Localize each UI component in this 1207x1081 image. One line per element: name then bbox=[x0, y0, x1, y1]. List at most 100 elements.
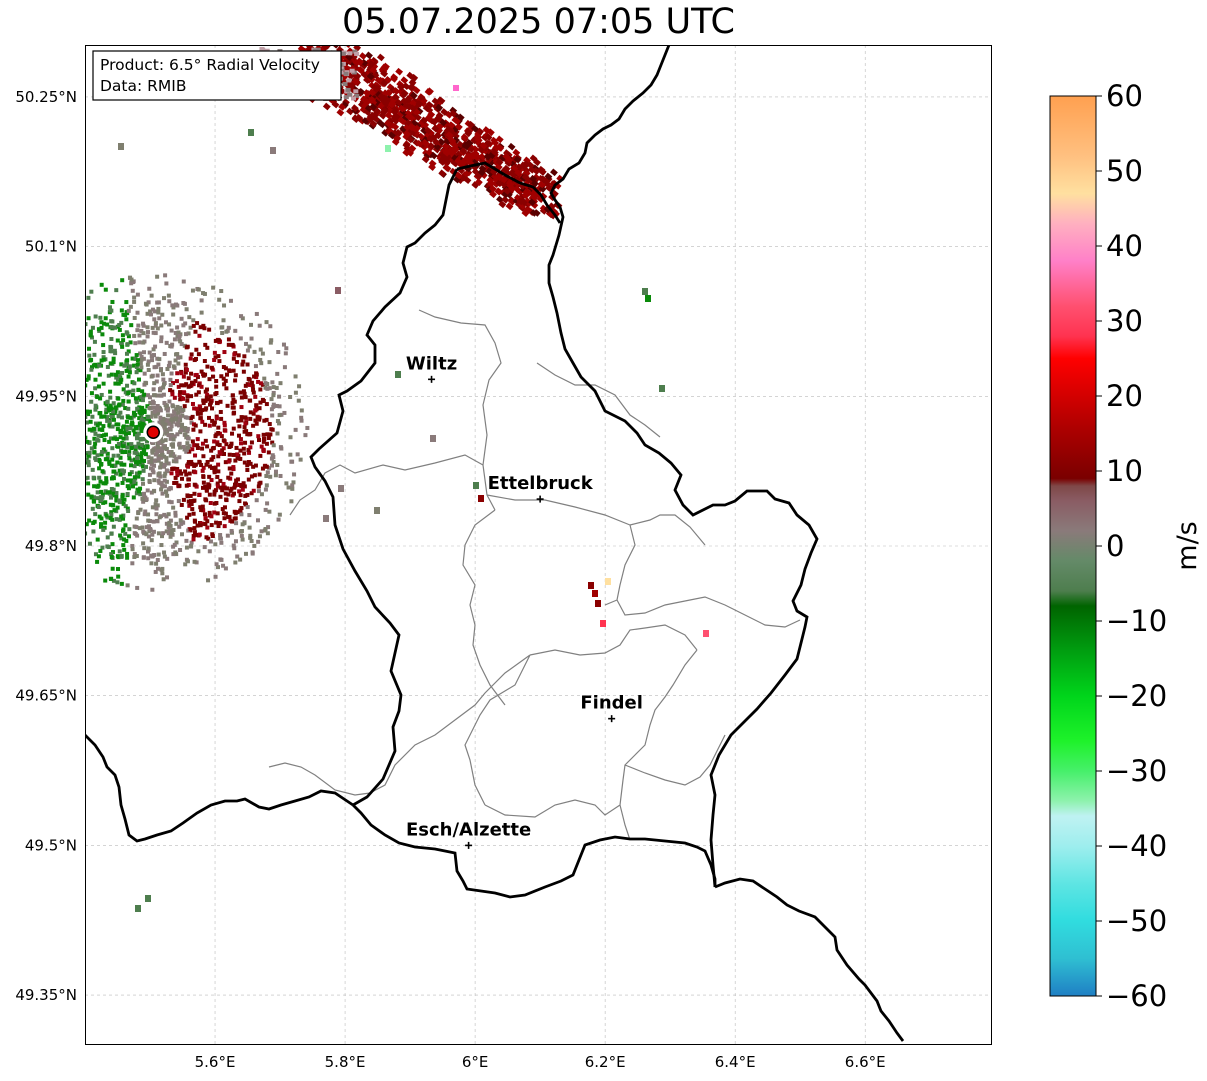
echo-cell bbox=[135, 533, 140, 538]
echo-cell bbox=[352, 49, 358, 54]
echo-cell bbox=[101, 500, 106, 505]
echo-cell bbox=[252, 374, 257, 379]
echo-cell bbox=[107, 423, 112, 428]
echo-cell bbox=[195, 321, 200, 326]
echo-cell bbox=[111, 578, 116, 583]
echo-cell bbox=[216, 469, 221, 474]
echo-cell bbox=[98, 315, 103, 320]
echo-cell bbox=[119, 342, 124, 347]
echo-cell bbox=[140, 398, 145, 403]
echo-cell bbox=[186, 528, 191, 533]
echo-cell bbox=[199, 508, 204, 513]
echo-cell bbox=[226, 342, 231, 347]
echo-cell bbox=[162, 473, 167, 478]
echo-cell bbox=[298, 457, 303, 462]
echo-cell bbox=[248, 445, 253, 450]
echo-cell bbox=[152, 458, 157, 463]
echo-cell bbox=[221, 376, 226, 381]
echo-cell bbox=[226, 475, 231, 480]
echo-cell bbox=[206, 482, 211, 487]
echo-cell bbox=[114, 288, 119, 293]
echo-cell bbox=[107, 417, 112, 422]
echo-cell bbox=[461, 141, 470, 150]
echo-cell bbox=[179, 521, 184, 526]
echo-cell bbox=[98, 479, 103, 484]
echo-cell bbox=[259, 444, 264, 449]
echo-cell bbox=[231, 356, 236, 361]
echo-cell bbox=[242, 429, 247, 434]
echo-cell bbox=[210, 406, 215, 411]
echo-cell bbox=[99, 414, 104, 419]
echo-cell bbox=[346, 78, 352, 83]
echo-cell bbox=[109, 531, 114, 536]
echo-cell bbox=[85, 377, 89, 382]
echo-cell bbox=[89, 494, 94, 499]
echo-cell bbox=[135, 456, 140, 461]
echo-cell bbox=[103, 316, 108, 321]
echo-cell bbox=[288, 395, 293, 400]
echo-cell bbox=[155, 393, 160, 398]
echo-cell bbox=[251, 488, 256, 493]
echo-cell bbox=[233, 539, 238, 544]
colorbar-tick-label: −10 bbox=[1106, 604, 1167, 638]
echo-cell bbox=[186, 460, 191, 465]
echo-cell bbox=[176, 410, 181, 415]
echo-cell bbox=[399, 125, 408, 133]
echo-cell bbox=[153, 569, 158, 574]
echo-cell bbox=[267, 386, 272, 391]
echo-cell bbox=[205, 519, 210, 524]
echo-cell bbox=[169, 371, 174, 376]
echo-cell bbox=[232, 516, 237, 521]
echo-cell bbox=[388, 99, 397, 108]
echo-cell bbox=[128, 304, 133, 309]
echo-cell bbox=[150, 587, 155, 592]
echo-cell bbox=[183, 370, 188, 375]
echo-cell bbox=[293, 427, 298, 432]
echo-cell bbox=[142, 491, 147, 496]
echo-cell bbox=[205, 459, 210, 464]
echo-cell bbox=[125, 551, 130, 556]
echo-cell bbox=[271, 459, 276, 464]
echo-cell bbox=[128, 426, 133, 431]
echo-cell bbox=[95, 438, 100, 443]
echo-cell bbox=[126, 406, 131, 411]
echo-cell bbox=[103, 489, 108, 494]
echo-cell bbox=[134, 461, 139, 466]
echo-cell bbox=[507, 142, 516, 151]
echo-cell bbox=[97, 372, 102, 377]
echo-cell bbox=[141, 541, 146, 546]
echo-cell bbox=[199, 369, 204, 374]
echo-cell bbox=[139, 365, 144, 370]
echo-cell bbox=[105, 365, 110, 370]
echo-cell bbox=[107, 459, 112, 464]
echo-cell bbox=[122, 547, 127, 552]
echo-cell bbox=[514, 168, 523, 177]
echo-cell bbox=[170, 413, 175, 418]
echo-cell bbox=[149, 459, 154, 464]
echo-cell bbox=[347, 51, 353, 56]
echo-cell bbox=[179, 471, 184, 476]
echo-cell bbox=[221, 563, 226, 568]
echo-cell bbox=[152, 463, 157, 468]
echo-cell bbox=[402, 82, 411, 91]
echo-cell bbox=[605, 578, 611, 585]
echo-cell bbox=[193, 329, 198, 334]
echo-cell bbox=[91, 475, 96, 480]
echo-cell bbox=[172, 434, 177, 439]
echo-cell bbox=[99, 522, 104, 527]
echo-cell bbox=[226, 492, 231, 497]
echo-cell bbox=[276, 350, 281, 355]
echo-cell bbox=[254, 403, 259, 408]
echo-cell bbox=[217, 443, 222, 448]
echo-cell bbox=[134, 525, 139, 530]
echo-cell bbox=[201, 398, 206, 403]
echo-cell bbox=[428, 159, 437, 168]
echo-cell bbox=[111, 401, 116, 406]
echo-cell bbox=[172, 409, 177, 414]
echo-cell bbox=[425, 101, 434, 109]
echo-cell bbox=[140, 445, 145, 450]
echo-cell bbox=[229, 528, 234, 533]
echo-cell bbox=[158, 465, 163, 470]
echo-cell bbox=[544, 172, 553, 181]
echo-cell bbox=[433, 115, 442, 123]
